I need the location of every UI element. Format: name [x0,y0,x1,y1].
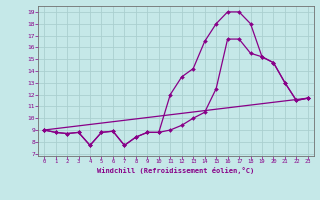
X-axis label: Windchill (Refroidissement éolien,°C): Windchill (Refroidissement éolien,°C) [97,167,255,174]
